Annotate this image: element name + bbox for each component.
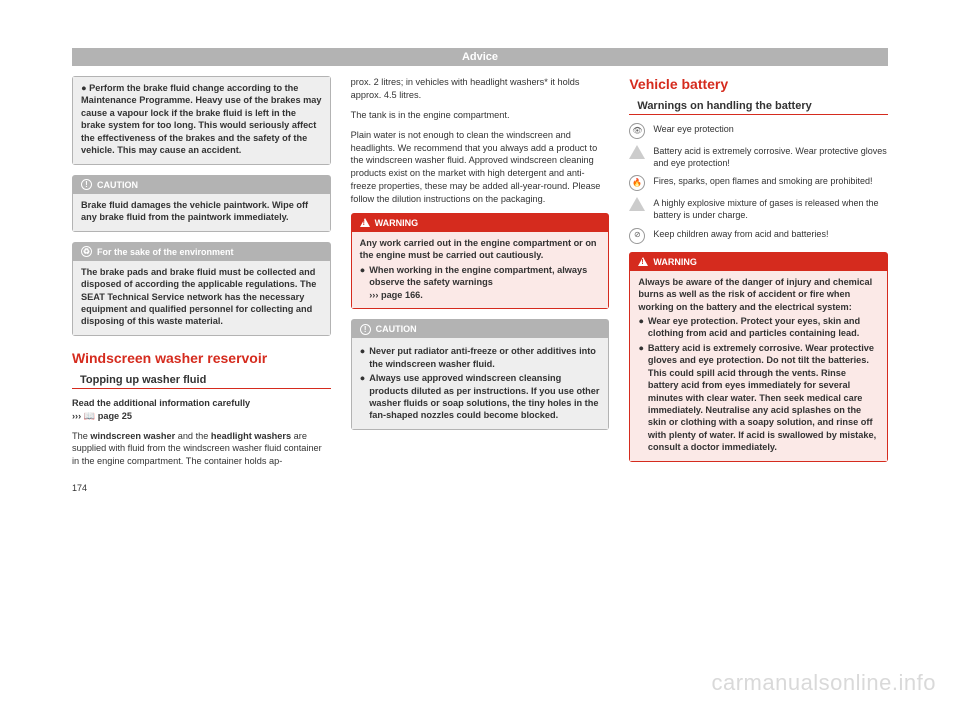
caution-icon: ! [360,324,371,335]
keep-away-icon: ⊘ [629,228,645,244]
callout-body: ● Perform the brake fluid change accordi… [73,77,330,164]
no-fire-icon: 🔥 [629,175,645,191]
callout-body: Brake fluid damages the vehicle paintwor… [73,194,330,231]
warning-label: WARNING [653,256,697,268]
battery-item-fire: 🔥 Fires, sparks, open flames and smoking… [629,175,888,191]
heading-washer-reservoir: Windscreen washer reservoir [72,350,331,366]
env-label: For the sake of the environment [97,246,234,258]
caution-label: CAUTION [376,323,417,335]
page-ref-25: ››› 📖 page 25 [72,411,132,421]
callout-body: The brake pads and brake fluid must be c… [73,261,330,335]
page-number: 174 [72,483,888,493]
warning-icon [638,257,648,266]
explosive-icon [629,197,645,211]
battery-item-corrosive: Battery acid is extremely corrosive. Wea… [629,145,888,169]
para-read-info: Read the additional information carefull… [72,397,331,423]
t: The [72,431,90,441]
subheading-battery-warnings: Warnings on handling the battery [629,100,888,115]
battery-item-explosive: A highly explosive mixture of gases is r… [629,197,888,221]
recycle-icon: ♻ [81,246,92,257]
column-2: prox. 2 litres; in vehicles with headlig… [351,76,610,475]
page-ref-166: ››› page 166. [369,290,423,300]
heading-vehicle-battery: Vehicle battery [629,76,888,92]
caution-bullet-1: ●Never put radiator anti-freeze or other… [360,345,601,370]
page: Advice ● Perform the brake fluid change … [0,0,960,513]
battery-item-eye: 👁 Wear eye protection [629,123,888,139]
warning-icon [360,218,370,227]
callout-warning-engine: WARNING Any work carried out in the engi… [351,213,610,309]
para-washer-supply: The windscreen washer and the headlight … [72,430,331,469]
t: Wear eye protection. Protect your eyes, … [648,315,879,340]
caution-bullet-2: ●Always use approved windscreen cleansin… [360,372,601,422]
para-plain-water: Plain water is not enough to clean the w… [351,129,610,206]
callout-body: Any work carried out in the engine compa… [352,232,609,308]
eye-protection-icon: 👁 [629,123,645,139]
warning-intro: Always be aware of the danger of injury … [638,276,879,313]
column-3: Vehicle battery Warnings on handling the… [629,76,888,475]
callout-body: Always be aware of the danger of injury … [630,271,887,461]
t: Battery acid is extremely corrosive. Wea… [648,342,879,454]
t: and the [175,431,211,441]
callout-header: WARNING [352,214,609,232]
warning-bullet-eye: ●Wear eye protection. Protect your eyes,… [638,315,879,340]
warning-bullet: ● When working in the engine compartment… [360,264,601,301]
callout-caution-paint: ! CAUTION Brake fluid damages the vehicl… [72,175,331,232]
bullet-dot: ● [360,264,366,301]
t: headlight washers [211,431,291,441]
battery-symbol-list: 👁 Wear eye protection Battery acid is ex… [629,123,888,244]
callout-brake-fluid: ● Perform the brake fluid change accordi… [72,76,331,165]
columns: ● Perform the brake fluid change accordi… [72,76,888,475]
t: windscreen washer [90,431,175,441]
read-info-text: Read the additional information carefull… [72,398,250,408]
battery-item-text: A highly explosive mixture of gases is r… [653,197,888,221]
callout-header: ♻ For the sake of the environment [73,243,330,261]
callout-body: ●Never put radiator anti-freeze or other… [352,338,609,429]
warning-line: Any work carried out in the engine compa… [360,237,601,262]
battery-item-text: Wear eye protection [653,123,733,135]
warning-label: WARNING [375,217,419,229]
warning-bullet-text: When working in the engine compartment, … [369,265,587,287]
column-1: ● Perform the brake fluid change accordi… [72,76,331,475]
caution-label: CAUTION [97,179,138,191]
t: Always use approved windscreen cleansing… [369,372,600,422]
battery-item-text: Keep children away from acid and batteri… [653,228,828,240]
callout-header: ! CAUTION [73,176,330,194]
battery-item-text: Battery acid is extremely corrosive. Wea… [653,145,888,169]
callout-header: ! CAUTION [352,320,609,338]
callout-header: WARNING [630,253,887,271]
callout-warning-battery: WARNING Always be aware of the danger of… [629,252,888,462]
callout-environment: ♻ For the sake of the environment The br… [72,242,331,336]
warning-bullet-acid: ●Battery acid is extremely corrosive. We… [638,342,879,454]
para-tank-location: The tank is in the engine compartment. [351,109,610,122]
subheading-topping-up: Topping up washer fluid [72,374,331,389]
battery-item-text: Fires, sparks, open flames and smoking a… [653,175,872,187]
caution-icon: ! [81,179,92,190]
t: Never put radiator anti-freeze or other … [369,345,600,370]
para-capacity: prox. 2 litres; in vehicles with headlig… [351,76,610,102]
watermark: carmanualsonline.info [711,670,936,696]
callout-caution-antifreeze: ! CAUTION ●Never put radiator anti-freez… [351,319,610,430]
battery-item-children: ⊘ Keep children away from acid and batte… [629,228,888,244]
corrosive-icon [629,145,645,159]
header-bar: Advice [72,48,888,66]
